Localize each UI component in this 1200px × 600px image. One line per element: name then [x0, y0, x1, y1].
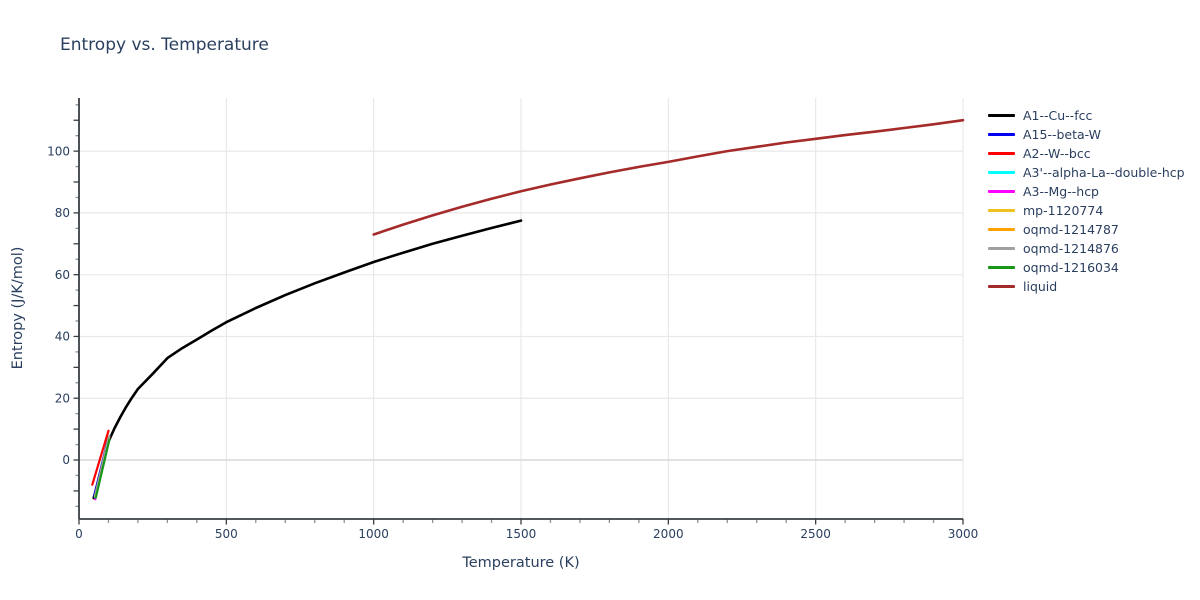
legend-item-a3p-alpha-la-double-hcp[interactable]: A3'--alpha-La--double-hcp — [988, 163, 1185, 182]
legend-line-swatch — [988, 247, 1015, 250]
legend-item-a2-w-bcc[interactable]: A2--W--bcc — [988, 144, 1185, 163]
legend-label: A3'--alpha-La--double-hcp — [1023, 165, 1185, 180]
legend-label: oqmd-1216034 — [1023, 260, 1119, 275]
legend-line-swatch — [988, 190, 1015, 193]
series-line-a2-w-bcc — [91, 429, 110, 486]
legend-label: A15--beta-W — [1023, 127, 1102, 142]
legend-label: oqmd-1214787 — [1023, 222, 1119, 237]
series-line-liquid — [372, 118, 965, 236]
y-tick-label: 40 — [55, 330, 70, 344]
series-line-oqmd-1216034 — [94, 438, 111, 499]
x-axis-title: Temperature (K) — [461, 555, 579, 571]
legend-line-swatch — [988, 114, 1015, 117]
legend-label: A1--Cu--fcc — [1023, 108, 1093, 123]
legend-item-a1-cu-fcc[interactable]: A1--Cu--fcc — [988, 106, 1185, 125]
x-tick-label: 3000 — [948, 527, 979, 541]
legend-label: A3--Mg--hcp — [1023, 184, 1099, 199]
chart-title: Entropy vs. Temperature — [60, 35, 269, 55]
y-tick-label: 0 — [62, 453, 70, 467]
legend-line-swatch — [988, 133, 1015, 136]
legend-label: A2--W--bcc — [1023, 146, 1091, 161]
y-tick-label: 20 — [55, 391, 70, 405]
legend-item-a15-beta-w[interactable]: A15--beta-W — [988, 125, 1185, 144]
x-tick-label: 0 — [75, 527, 83, 541]
y-tick-label: 80 — [55, 206, 70, 220]
legend-label: liquid — [1023, 279, 1058, 294]
legend-item-mp-1120774[interactable]: mp-1120774 — [988, 201, 1185, 220]
legend-line-swatch — [988, 171, 1015, 174]
legend-line-swatch — [988, 209, 1015, 212]
x-tick-label: 2000 — [653, 527, 684, 541]
y-tick-label: 100 — [47, 144, 70, 158]
legend-line-swatch — [988, 152, 1015, 155]
plot-area[interactable] — [79, 98, 963, 519]
legend-label: oqmd-1214876 — [1023, 241, 1119, 256]
y-axis-title: Entropy (J/K/mol) — [10, 247, 26, 370]
legend: A1--Cu--fcc A15--beta-W A2--W--bcc A3'--… — [988, 106, 1185, 296]
legend-item-oqmd-1216034[interactable]: oqmd-1216034 — [988, 258, 1185, 277]
legend-label: mp-1120774 — [1023, 203, 1104, 218]
y-tick-label: 60 — [55, 268, 70, 282]
legend-item-a3-mg-hcp[interactable]: A3--Mg--hcp — [988, 182, 1185, 201]
x-tick-label: 1500 — [506, 527, 537, 541]
legend-item-liquid[interactable]: liquid — [988, 277, 1185, 296]
legend-item-oqmd-1214787[interactable]: oqmd-1214787 — [988, 220, 1185, 239]
axis-layer: 0 500 1000 1500 2000 2500 3000 0 20 40 60 80 100 — [47, 98, 978, 541]
legend-line-swatch — [988, 228, 1015, 231]
x-tick-label: 500 — [215, 527, 238, 541]
x-tick-label: 2500 — [800, 527, 831, 541]
legend-item-oqmd-1214876[interactable]: oqmd-1214876 — [988, 239, 1185, 258]
x-tick-label: 1000 — [358, 527, 389, 541]
series-lines — [91, 118, 965, 501]
grid-layer — [79, 98, 964, 519]
legend-line-swatch — [988, 285, 1015, 288]
legend-line-swatch — [988, 266, 1015, 269]
